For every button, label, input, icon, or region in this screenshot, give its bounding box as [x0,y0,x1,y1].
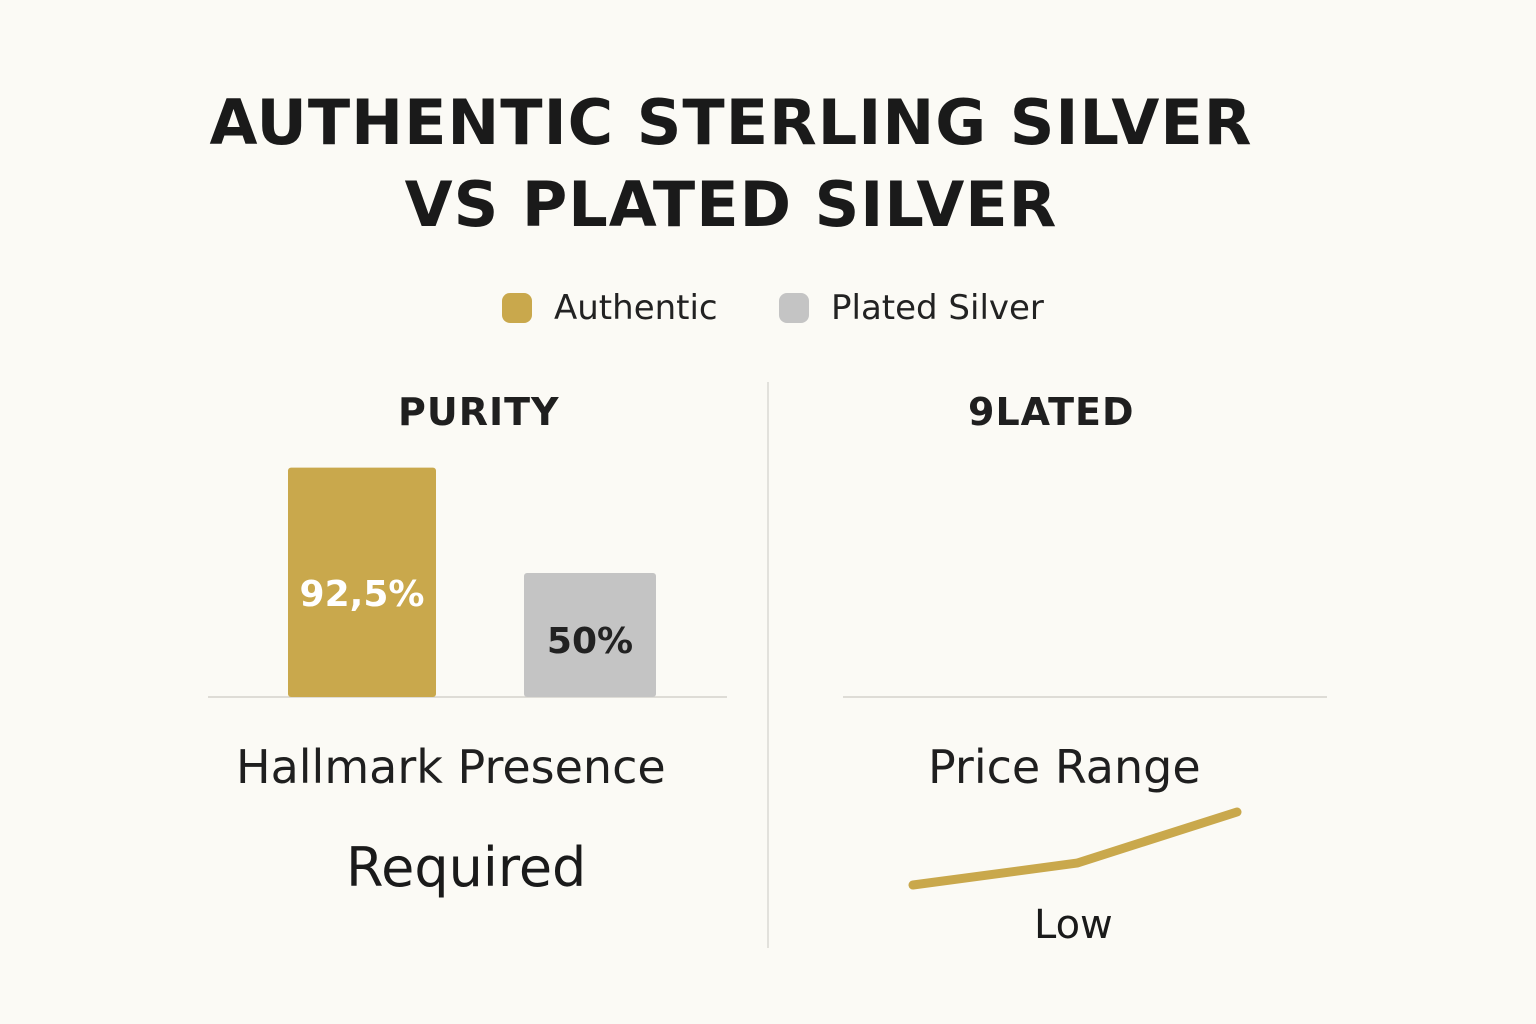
panel-divider [767,382,769,948]
purity-bar-2 [524,573,656,697]
purity-panel-title: PURITY [398,390,560,434]
purity-bar-label-2: 50% [547,621,633,662]
purity-bar-1 [288,467,436,697]
chart-title: AUTHENTIC STERLING SILVER VS PLATED SILV… [0,82,1462,246]
price-range-label: Price Range [928,740,1201,794]
hallmark-label: Hallmark Presence [236,740,666,794]
title-line-1: AUTHENTIC STERLING SILVER [209,86,1253,159]
price-range-trend-line [908,807,1242,890]
legend-item-authentic: Authentic [502,286,718,330]
legend-label-authentic: Authentic [554,288,718,328]
title-line-2: VS PLATED SILVER [404,168,1058,241]
legend-swatch-plated [779,293,809,323]
plated-panel-title: 9LATED [968,390,1135,434]
legend-label-plated: Plated Silver [831,288,1044,328]
legend: Authentic Plated Silver [0,286,1536,330]
hallmark-value: Required [346,836,587,899]
price-range-value: Low [1034,902,1113,948]
legend-swatch-authentic [502,293,532,323]
purity-bar-label-1: 92,5% [300,574,425,615]
legend-item-plated: Plated Silver [779,286,1044,330]
